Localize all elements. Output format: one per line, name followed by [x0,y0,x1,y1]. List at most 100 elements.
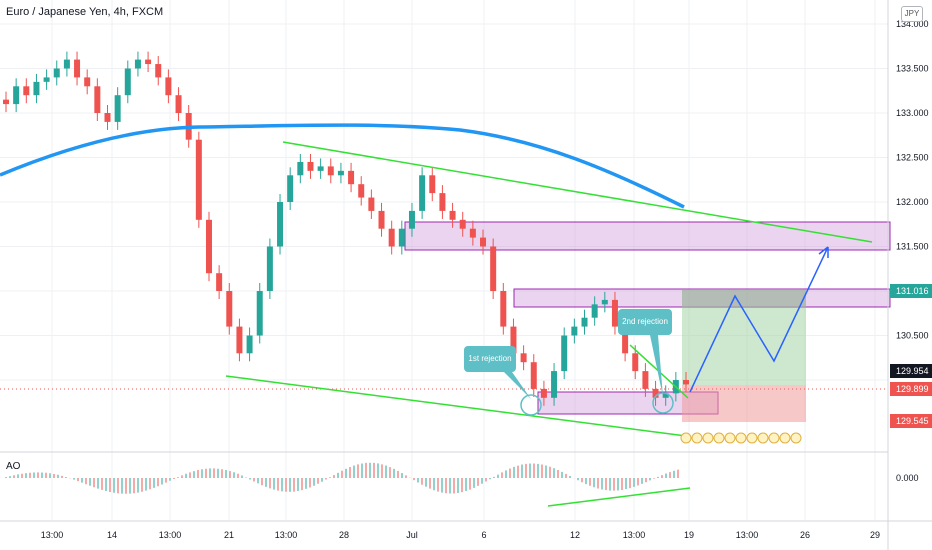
event-icon [713,432,725,444]
event-icon [768,432,780,444]
lower-trendline [225,375,687,437]
candle-body [398,228,405,247]
candle-body [43,77,50,82]
time-tick-label: 13:00 [736,530,759,540]
candle-body [307,161,314,171]
price-label: 131.016 [896,286,929,296]
second-callout-pointer [650,335,663,397]
event-icon [757,432,769,444]
candle-body [13,86,20,105]
candle-body [622,326,629,354]
candle-body [652,388,659,398]
candle-body [551,371,558,398]
price-label-bg [890,382,932,396]
candle-body [683,380,689,385]
candle-body [358,184,365,198]
candle-body [378,210,385,229]
time-tick-label: 19 [684,530,694,540]
time-tick-label: 13:00 [41,530,64,540]
time-tick-label: 14 [107,530,117,540]
candle-body [236,326,243,354]
time-tick-label: 21 [224,530,234,540]
price-label-bg [890,284,932,298]
candle-body [94,86,101,113]
event-icon [790,432,802,444]
price-tick-label: 133.500 [896,64,929,74]
time-tick-label: 13:00 [623,530,646,540]
candle-body [530,362,537,389]
candle-body [175,95,182,113]
price-tick-label: 133.000 [896,108,929,118]
candle-body [74,59,81,78]
candle-body [124,68,131,96]
event-icon [779,432,791,444]
candle-body [246,335,253,354]
candle-body [480,237,487,247]
price-label: 129.899 [896,384,929,394]
candle-body [277,202,284,247]
price-label: 129.545 [896,416,929,426]
candle-body [510,326,517,354]
candle-body [611,299,618,327]
candle-body [408,210,415,229]
candle-body [266,246,273,291]
ao-tick-label: 0.000 [896,473,919,483]
candle-body [226,291,233,327]
candle-body [337,170,344,176]
candle-body [104,113,111,122]
price-label-bg [890,364,932,378]
candle-body [23,86,30,96]
event-icon [724,432,736,444]
candle-body [581,317,588,327]
candle-body [53,68,60,78]
candle-body [459,219,466,229]
candle-body [3,99,9,105]
candle-body [601,299,608,305]
event-icon [702,432,714,444]
candle-body [63,59,70,69]
candle-body [145,59,152,65]
price-tick-label: 134.000 [896,19,929,29]
candle-body [520,353,527,363]
currency-button[interactable]: JPY [901,6,923,22]
price-label: 129.954 [896,366,929,376]
candle-body [490,246,497,291]
candle-body [419,175,426,211]
candle-body [317,166,324,171]
candle-body [561,335,568,372]
candle-body [368,197,375,211]
candle-body [439,193,446,211]
candle-body [256,291,263,336]
event-icon [735,432,747,444]
projected-path [689,246,829,393]
candle-body [216,273,223,291]
chart-title: Euro / Japanese Yen, 4h, FXCM [6,6,164,18]
candle-body [287,175,294,202]
target-band [682,290,806,308]
moving-average-line [0,123,685,209]
upper-trendline [282,141,873,243]
event-icon [680,432,692,444]
candle-body [571,326,578,336]
candle-body [33,81,40,96]
price-tick-label: 132.500 [896,153,929,163]
time-tick-label: 13:00 [159,530,182,540]
price-tick-label: 132.000 [896,197,929,207]
time-tick-label: 29 [870,530,880,540]
ao-indicator-label: AO [6,461,21,472]
time-tick-label: 13:00 [275,530,298,540]
candle-body [469,228,476,238]
candle-body [449,210,456,220]
candle-body [84,77,91,87]
candle-body [165,77,172,96]
second-rejection-callout: 2nd rejection [618,309,672,335]
time-tick-label: Jul [406,530,418,540]
candle-body [540,388,547,398]
price-label-bg [890,414,932,428]
candle-body [642,371,649,389]
time-tick-label: 12 [570,530,580,540]
candle-body [500,291,507,327]
loss-area [682,385,806,422]
candle-body [297,161,304,176]
